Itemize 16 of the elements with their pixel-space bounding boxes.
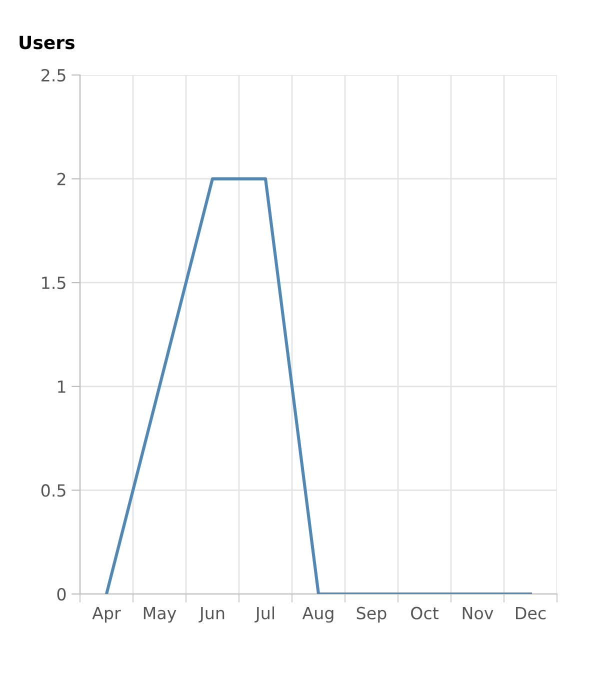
- x-tick-label: May: [144, 607, 176, 623]
- x-tick-label: Apr: [92, 607, 121, 623]
- y-tick-label: 2: [57, 172, 66, 186]
- y-tick-label: 1: [58, 380, 66, 393]
- y-tick-label: 0.5: [41, 484, 66, 497]
- x-tick-label: Jun: [198, 607, 224, 622]
- x-tick-label: Oct: [411, 606, 439, 620]
- x-tick-label: Nov: [462, 607, 494, 620]
- y-tick-label: 0: [57, 588, 66, 601]
- y-tick-label: 1.5: [42, 276, 66, 290]
- x-tick-label: Dec: [516, 607, 546, 620]
- chart-title: Users: [20, 36, 74, 50]
- y-tick-label: 2.5: [42, 68, 66, 82]
- x-tick-label: Jul: [254, 606, 274, 622]
- x-tick-label: Sep: [356, 606, 386, 623]
- x-tick-label: Aug: [302, 607, 334, 623]
